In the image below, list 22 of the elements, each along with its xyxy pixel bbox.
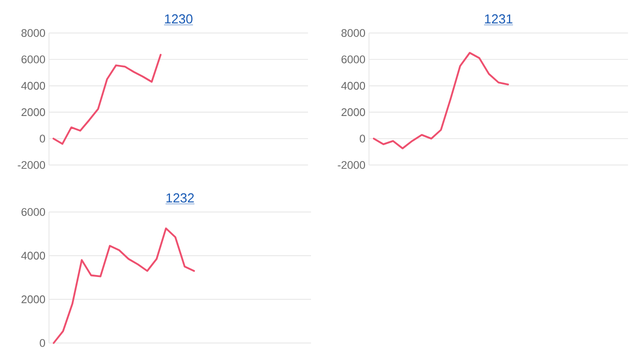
y-tick-label: 0 bbox=[360, 134, 366, 142]
y-tick-label: 4000 bbox=[21, 82, 46, 90]
y-tick-label: 0 bbox=[40, 339, 46, 347]
chart-title: 1231 bbox=[485, 14, 512, 24]
y-tick-label: 4000 bbox=[341, 82, 366, 90]
y-tick-label: 8000 bbox=[21, 29, 46, 37]
line-series bbox=[52, 54, 162, 145]
y-tick-label: 6000 bbox=[22, 56, 46, 64]
y-tick-label: 6000 bbox=[342, 56, 366, 64]
y-tick-label: 2000 bbox=[22, 295, 46, 304]
chart-title: 1232 bbox=[166, 193, 194, 203]
chart-title: 1230 bbox=[165, 14, 192, 24]
y-tick-label: 2000 bbox=[342, 108, 366, 116]
y-tick-label: 4000 bbox=[21, 252, 46, 260]
y-tick-label: 6000 bbox=[22, 208, 46, 216]
y-tick-label: 0 bbox=[40, 134, 46, 142]
y-tick-label: -2000 bbox=[338, 161, 366, 169]
line-series bbox=[52, 227, 195, 344]
y-tick-label: 8000 bbox=[341, 29, 366, 37]
line-series bbox=[372, 52, 509, 150]
y-tick-label: -2000 bbox=[18, 161, 46, 169]
y-tick-label: 2000 bbox=[22, 108, 46, 116]
